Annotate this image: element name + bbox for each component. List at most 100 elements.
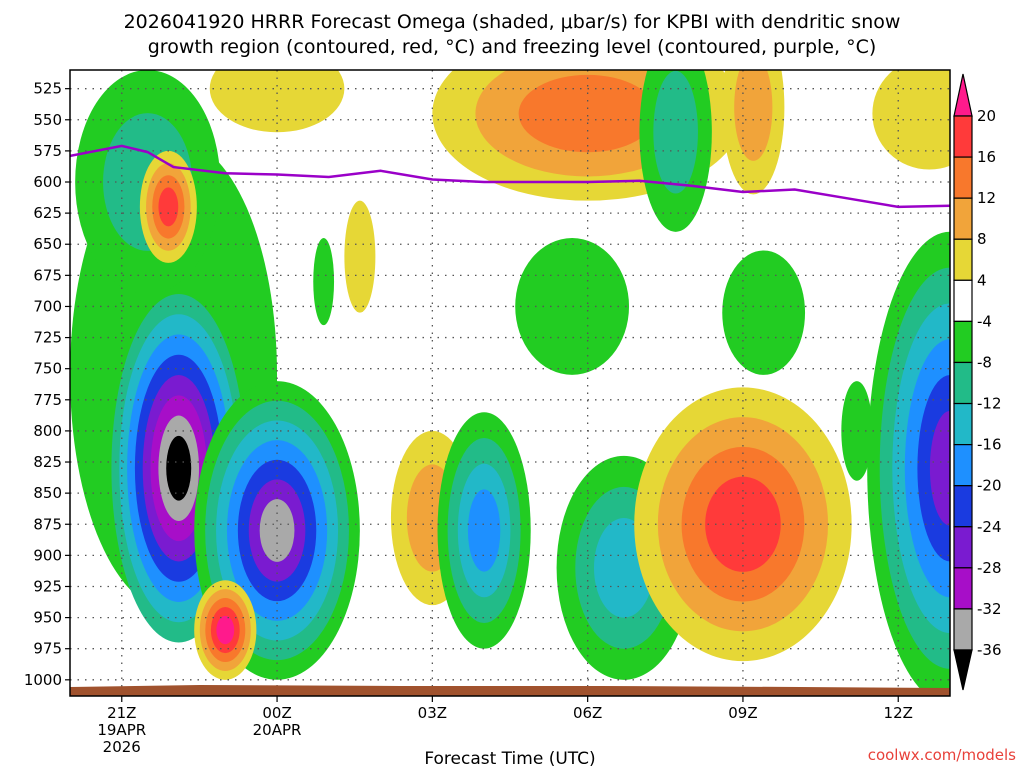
colorbar-label-9: -20 <box>977 477 1002 495</box>
colorbar-label-1: 16 <box>977 148 996 166</box>
y-tick-label-900: 900 <box>33 546 62 564</box>
x-tick-date-00Z: 20APR <box>253 721 302 739</box>
y-tick-label-650: 650 <box>33 235 62 253</box>
omega-blob-pos-upper-21z <box>139 150 197 263</box>
colorbar-label-8: -16 <box>977 436 1002 454</box>
y-tick-label-525: 525 <box>33 80 62 98</box>
colorbar-bin-5 <box>953 279 973 322</box>
omega-contour-neg-0530z-0 <box>515 238 630 375</box>
omega-blob-pos-low-2230z <box>194 580 257 680</box>
omega-contour-neg-1045z-0 <box>841 381 873 481</box>
colorbar-bin-4 <box>953 238 973 281</box>
omega-contour-pos-0130z-0 <box>344 200 376 313</box>
colorbar-bin-1 <box>953 115 973 158</box>
colorbar-label-6: -8 <box>977 353 992 371</box>
x-tick-year-21Z: 2026 <box>103 738 141 756</box>
y-axis: 525 550 575 600 625 650 675 700 725 750 775 800 825 8… <box>24 80 70 689</box>
chart-title-line-1: 2026041920 HRRR Forecast Omega (shaded, … <box>124 11 901 33</box>
omega-blob-neg-00z <box>194 381 360 680</box>
x-tick-label-06Z: 06Z <box>573 704 602 722</box>
y-tick-label-725: 725 <box>33 329 62 347</box>
x-tick-label-00Z: 00Z <box>262 704 291 722</box>
colorbar: 20 16 12 8 4 -4 -8 -12 -16 -20 -24 -28 -32 -36 <box>953 73 1002 691</box>
freezing-level-line <box>70 144 950 209</box>
colorbar-bin-9 <box>953 444 973 487</box>
y-tick-label-600: 600 <box>33 173 62 191</box>
omega-contour-neg-0330z-3 <box>467 489 501 572</box>
colorbar-label-11: -28 <box>977 559 1002 577</box>
y-tick-label-1000: 1000 <box>24 671 62 689</box>
omega-blob-pos-09z <box>634 387 852 662</box>
omega-blob-neg-0015z <box>313 237 335 326</box>
y-tick-label-925: 925 <box>33 577 62 595</box>
colorbar-top-arrow <box>953 73 973 117</box>
y-tick-label-625: 625 <box>33 204 62 222</box>
omega-blob-neg-right-edge <box>867 231 950 696</box>
colorbar-bin-2 <box>953 156 973 199</box>
colorbar-bin-3 <box>953 197 973 240</box>
colorbar-label-4: 4 <box>977 271 987 289</box>
omega-contour-pos-upper-21z-3 <box>158 187 179 227</box>
omega-blob-neg-0530z <box>515 238 630 375</box>
y-tick-label-950: 950 <box>33 609 62 627</box>
omega-contour-neg-right-edge-5 <box>929 410 950 526</box>
omega-contour-neg-core-21z-7 <box>166 435 192 501</box>
colorbar-bin-13 <box>953 608 973 651</box>
colorbar-label-12: -32 <box>977 600 1002 618</box>
colorbar-bin-11 <box>953 526 973 569</box>
omega-blob-pos-0130z <box>344 200 376 313</box>
colorbar-label-3: 8 <box>977 230 987 248</box>
y-tick-label-775: 775 <box>33 391 62 409</box>
colorbar-label-10: -24 <box>977 518 1002 536</box>
omega-contour-neg-0730z-top-1 <box>653 70 698 194</box>
colorbar-bin-7 <box>953 361 973 405</box>
omega-contour-pos-low-2230z-4 <box>216 615 235 645</box>
x-tick-date-21Z: 19APR <box>97 721 146 739</box>
colorbar-bin-8 <box>953 402 973 446</box>
omega-contour-pos-09z-3 <box>705 476 781 572</box>
omega-shading <box>70 70 950 696</box>
colorbar-bin-10 <box>953 485 973 528</box>
omega-blob-pos-top-00z <box>209 70 345 133</box>
omega-blob-neg-1045z <box>841 381 873 481</box>
terrain-ground <box>70 685 950 696</box>
colorbar-bottom-arrow <box>953 649 973 691</box>
colorbar-label-0: 20 <box>977 107 996 125</box>
plot-area <box>70 70 950 696</box>
colorbar-label-2: 12 <box>977 189 996 207</box>
colorbar-label-7: -12 <box>977 395 1002 413</box>
y-tick-label-700: 700 <box>33 297 62 315</box>
chart-title-line-2: growth region (contoured, red, °C) and f… <box>148 36 877 58</box>
colorbar-label-5: -4 <box>977 312 992 330</box>
colorbar-bin-6 <box>953 320 973 364</box>
omega-blob-pos-top-09z <box>722 70 785 195</box>
omega-blob-neg-0330z <box>437 412 531 649</box>
y-tick-label-750: 750 <box>33 360 62 378</box>
y-tick-label-800: 800 <box>33 422 62 440</box>
y-tick-label-850: 850 <box>33 484 62 502</box>
x-tick-label-09Z: 09Z <box>728 704 757 722</box>
omega-contour-pos-top-06z-2 <box>518 74 657 153</box>
y-tick-label-825: 825 <box>33 453 62 471</box>
omega-blob-neg-09z-mid <box>722 250 806 375</box>
omega-blob-neg-0730z-top <box>639 70 712 232</box>
y-tick-label-675: 675 <box>33 266 62 284</box>
omega-contour-neg-09z-mid-0 <box>722 250 806 375</box>
omega-contour-neg-0015z-0 <box>313 237 335 326</box>
colorbar-label-13: -36 <box>977 641 1002 659</box>
y-tick-label-550: 550 <box>33 111 62 129</box>
y-tick-label-875: 875 <box>33 515 62 533</box>
y-tick-label-975: 975 <box>33 640 62 658</box>
y-tick-label-575: 575 <box>33 142 62 160</box>
x-tick-label-21Z: 21Z <box>107 704 136 722</box>
omega-contour-pos-top-09z-1 <box>734 70 773 161</box>
credit-text: coolwx.com/models <box>868 746 1016 764</box>
x-tick-label-12Z: 12Z <box>884 704 913 722</box>
omega-contour-pos-top-00z-0 <box>209 70 345 133</box>
omega-contour-neg-00z-6 <box>259 499 295 562</box>
x-axis-title: Forecast Time (UTC) <box>424 749 595 768</box>
plot-frame <box>69 69 951 697</box>
colorbar-bin-12 <box>953 567 973 610</box>
